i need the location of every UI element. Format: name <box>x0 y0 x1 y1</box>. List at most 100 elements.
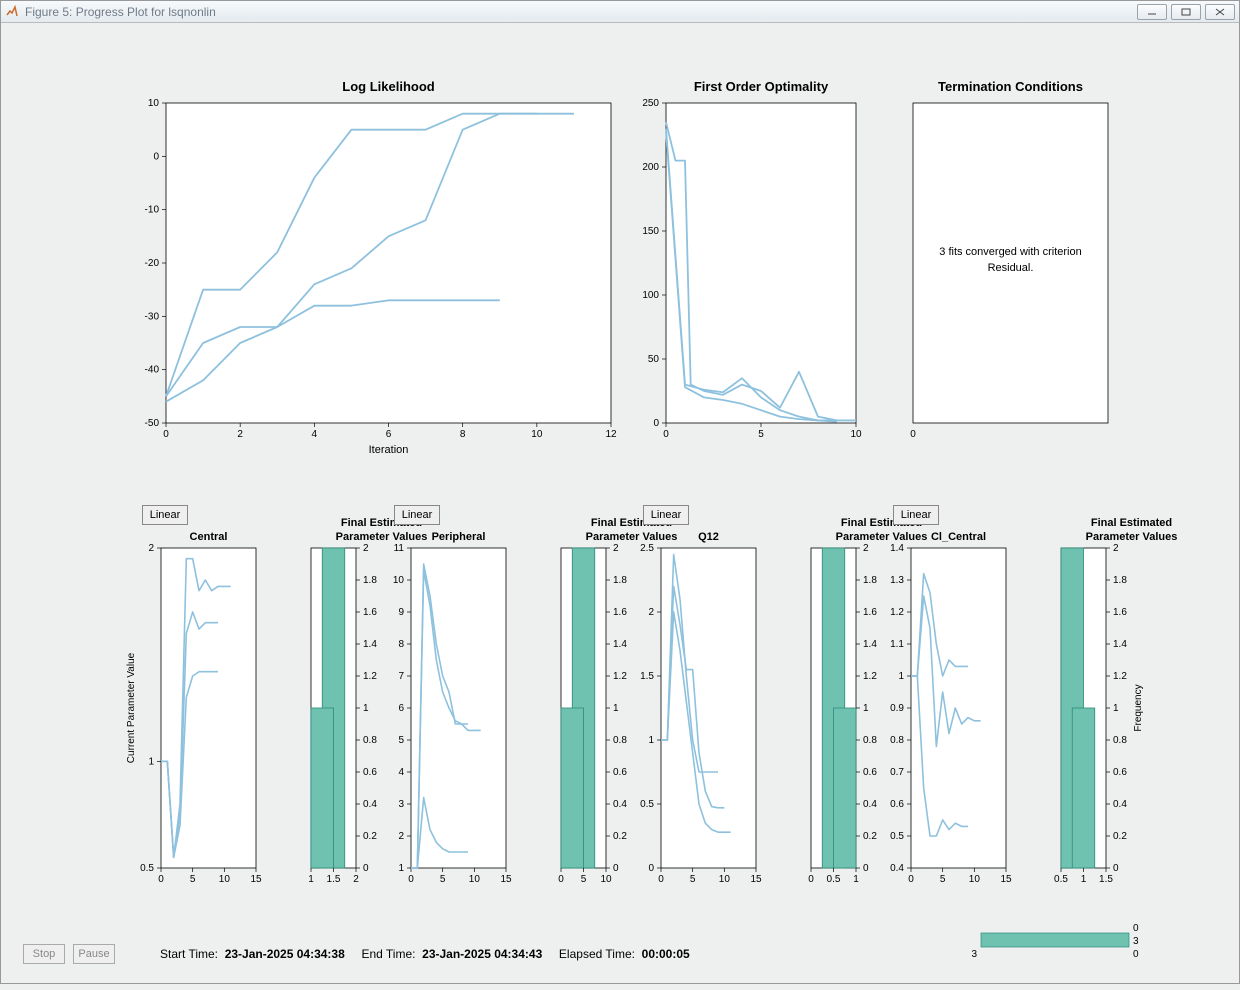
svg-text:0.6: 0.6 <box>613 767 627 778</box>
svg-text:0.4: 0.4 <box>890 863 904 874</box>
svg-text:1.5: 1.5 <box>327 874 341 885</box>
svg-text:First Order Optimality: First Order Optimality <box>694 79 829 94</box>
svg-text:0.4: 0.4 <box>863 799 877 810</box>
svg-text:1: 1 <box>1113 703 1119 714</box>
svg-text:0.8: 0.8 <box>863 735 877 746</box>
svg-text:0: 0 <box>910 429 916 440</box>
svg-text:0.5: 0.5 <box>890 831 904 842</box>
svg-text:2: 2 <box>863 543 869 554</box>
svg-text:5: 5 <box>940 874 946 885</box>
svg-text:1.2: 1.2 <box>1113 671 1127 682</box>
svg-text:0.6: 0.6 <box>863 767 877 778</box>
svg-text:1.8: 1.8 <box>613 575 627 586</box>
svg-text:1.3: 1.3 <box>890 575 904 586</box>
svg-text:0: 0 <box>1113 863 1119 874</box>
svg-text:0.7: 0.7 <box>890 767 904 778</box>
svg-text:4: 4 <box>312 429 318 440</box>
svg-text:-30: -30 <box>145 311 160 322</box>
svg-text:1.2: 1.2 <box>890 607 904 618</box>
svg-text:1.6: 1.6 <box>613 607 627 618</box>
svg-text:1: 1 <box>863 703 869 714</box>
svg-text:1.8: 1.8 <box>363 575 377 586</box>
minimize-button[interactable] <box>1137 4 1167 20</box>
svg-text:1.4: 1.4 <box>1113 639 1127 650</box>
linear-button-central[interactable]: Linear <box>142 505 188 525</box>
linear-button-clcentral[interactable]: Linear <box>893 505 939 525</box>
svg-text:5: 5 <box>758 429 764 440</box>
svg-text:0: 0 <box>658 874 664 885</box>
svg-text:Log Likelihood: Log Likelihood <box>342 79 434 94</box>
svg-text:Central: Central <box>190 531 228 543</box>
svg-text:2: 2 <box>148 543 154 554</box>
svg-text:-50: -50 <box>145 418 160 429</box>
svg-text:4: 4 <box>398 767 404 778</box>
svg-text:0.2: 0.2 <box>863 831 877 842</box>
svg-text:-10: -10 <box>145 205 160 216</box>
svg-text:1.6: 1.6 <box>1113 607 1127 618</box>
svg-text:0: 0 <box>663 429 669 440</box>
figure-window: Figure 5: Progress Plot for lsqnonlin Lo… <box>0 0 1240 984</box>
svg-text:Current Parameter Value: Current Parameter Value <box>126 652 137 763</box>
svg-text:0: 0 <box>363 863 369 874</box>
svg-text:0: 0 <box>653 418 659 429</box>
svg-text:0.5: 0.5 <box>140 863 154 874</box>
svg-text:10: 10 <box>469 874 481 885</box>
svg-text:Frequency: Frequency <box>1133 684 1144 731</box>
svg-text:8: 8 <box>460 429 466 440</box>
elapsed-label: Elapsed Time: <box>559 947 635 961</box>
svg-text:0: 0 <box>1133 949 1139 960</box>
matlab-icon <box>5 5 19 19</box>
svg-text:Q12: Q12 <box>698 531 719 543</box>
svg-text:0.2: 0.2 <box>363 831 377 842</box>
svg-text:0: 0 <box>153 151 159 162</box>
svg-text:5: 5 <box>690 874 696 885</box>
svg-text:11: 11 <box>394 543 405 554</box>
svg-text:Parameter Values: Parameter Values <box>586 531 678 543</box>
svg-text:1.6: 1.6 <box>363 607 377 618</box>
svg-text:10: 10 <box>393 575 405 586</box>
svg-text:2: 2 <box>613 543 619 554</box>
svg-text:0.8: 0.8 <box>890 735 904 746</box>
linear-button-q12[interactable]: Linear <box>643 505 689 525</box>
svg-text:1: 1 <box>308 874 314 885</box>
svg-text:0.2: 0.2 <box>1113 831 1127 842</box>
svg-text:15: 15 <box>500 874 512 885</box>
svg-text:0.6: 0.6 <box>1113 767 1127 778</box>
svg-text:10: 10 <box>219 874 231 885</box>
svg-text:2: 2 <box>1113 543 1119 554</box>
svg-text:Termination Conditions: Termination Conditions <box>938 79 1083 94</box>
svg-text:0: 0 <box>863 863 869 874</box>
titlebar: Figure 5: Progress Plot for lsqnonlin <box>1 1 1239 23</box>
svg-text:3: 3 <box>398 799 404 810</box>
svg-text:1.2: 1.2 <box>613 671 627 682</box>
svg-text:2: 2 <box>648 607 654 618</box>
svg-text:1: 1 <box>898 671 904 682</box>
svg-text:1.4: 1.4 <box>890 543 904 554</box>
svg-text:-20: -20 <box>145 258 160 269</box>
svg-text:1.6: 1.6 <box>863 607 877 618</box>
end-time-label: End Time: <box>361 947 415 961</box>
svg-text:10: 10 <box>969 874 981 885</box>
svg-text:5: 5 <box>581 874 587 885</box>
svg-text:2: 2 <box>237 429 243 440</box>
svg-text:15: 15 <box>750 874 762 885</box>
elapsed-value: 00:00:05 <box>642 947 690 961</box>
svg-text:0: 0 <box>158 874 164 885</box>
pause-button[interactable]: Pause <box>73 944 115 964</box>
svg-text:10: 10 <box>850 429 862 440</box>
svg-text:1.4: 1.4 <box>863 639 877 650</box>
svg-text:0: 0 <box>163 429 169 440</box>
svg-text:1.5: 1.5 <box>640 671 654 682</box>
svg-text:0: 0 <box>613 863 619 874</box>
svg-text:10: 10 <box>719 874 731 885</box>
maximize-button[interactable] <box>1171 4 1201 20</box>
stop-button[interactable]: Stop <box>23 944 65 964</box>
svg-text:1: 1 <box>853 874 859 885</box>
svg-text:0.8: 0.8 <box>613 735 627 746</box>
svg-text:-40: -40 <box>145 365 160 376</box>
svg-text:5: 5 <box>440 874 446 885</box>
svg-text:Residual.: Residual. <box>988 262 1034 274</box>
close-button[interactable] <box>1205 4 1235 20</box>
linear-button-peripheral[interactable]: Linear <box>394 505 440 525</box>
svg-text:5: 5 <box>190 874 196 885</box>
